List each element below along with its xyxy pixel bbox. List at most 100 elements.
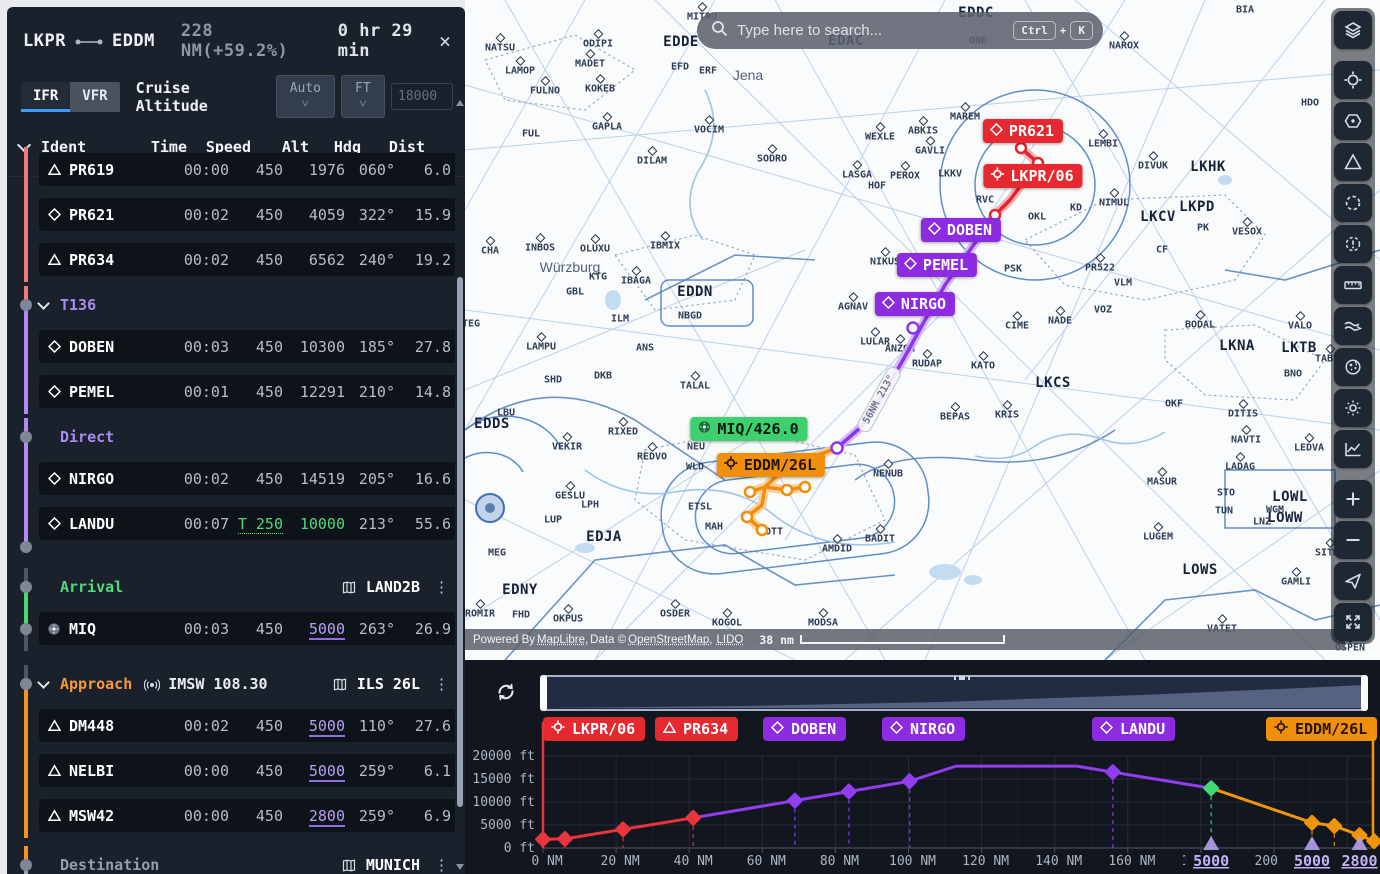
- waypoint-speed[interactable]: 450: [255, 382, 283, 401]
- section-arrival[interactable]: Arrival LAND2B ⋮: [39, 572, 453, 602]
- waypoint-alt[interactable]: 12291: [299, 382, 345, 401]
- zoom-out-tool-button[interactable]: [1334, 521, 1372, 559]
- waypoint-alt[interactable]: 10000: [299, 514, 345, 533]
- waypoint-row-PEMEL[interactable]: PEMEL 00:01 450 12291 210° 14.8 ⋮: [39, 375, 455, 408]
- maplibre-link[interactable]: MapLibre,: [537, 633, 589, 646]
- waypoint-alt[interactable]: 5000: [308, 761, 345, 782]
- sun-tool-button[interactable]: [1334, 389, 1372, 427]
- sidebar-scrollbar[interactable]: [456, 100, 464, 870]
- section-menu-button[interactable]: ⋮: [430, 675, 453, 693]
- cruise-altitude-input[interactable]: [391, 83, 453, 110]
- locate-tool-button[interactable]: [1334, 61, 1372, 99]
- waypoint-row-DOBEN[interactable]: DOBEN 00:03 450 10300 185° 27.8 ⋮: [39, 330, 455, 363]
- close-button[interactable]: ×: [438, 29, 451, 53]
- waypoint-speed[interactable]: 450: [255, 160, 283, 179]
- map-search-bar[interactable]: Type here to search... Ctrl + K: [697, 12, 1103, 49]
- map-route-badge-DOBEN[interactable]: DOBEN: [920, 218, 1002, 242]
- waypoint-row-NIRGO[interactable]: NIRGO 00:02 450 14519 205° 16.6 ⋮: [39, 462, 455, 495]
- profile-range-scrubber[interactable]: [540, 675, 1368, 711]
- waypoint-speed[interactable]: 450: [255, 806, 283, 825]
- profile-badge-EDDM-26L[interactable]: EDDM/26L: [1266, 717, 1378, 741]
- triangle-tool-button[interactable]: [1334, 143, 1372, 181]
- tab-vfr[interactable]: VFR: [70, 81, 120, 112]
- refresh-profile-button[interactable]: [493, 680, 519, 706]
- hexagon-tool-button[interactable]: [1334, 102, 1372, 140]
- map-route-badge-PR621[interactable]: PR621: [982, 119, 1064, 143]
- procedure-name[interactable]: ILS 26L: [356, 675, 420, 693]
- map-route-badge-PEMEL[interactable]: PEMEL: [896, 253, 978, 277]
- cruise-unit-select[interactable]: FT ˅: [340, 75, 385, 118]
- map-route-badge-EDDM-26L[interactable]: EDDM/26L: [716, 453, 826, 477]
- scrubber-handle-right[interactable]: [1361, 675, 1368, 711]
- section-t136[interactable]: T136: [37, 290, 453, 320]
- waypoint-speed[interactable]: 450: [255, 619, 283, 638]
- waypoint-speed[interactable]: 450: [255, 469, 283, 488]
- profile-badge-DOBEN[interactable]: DOBEN: [763, 717, 847, 741]
- waypoint-speed[interactable]: 450: [255, 716, 283, 735]
- procedure-name[interactable]: LAND2B: [365, 578, 420, 596]
- diamond-icon: [770, 720, 785, 738]
- procedure-name[interactable]: MUNICH: [365, 856, 420, 874]
- waypoint-row-PR634[interactable]: PR634 00:02 450 6562 240° 19.2 ⋮: [39, 243, 455, 276]
- search-placeholder[interactable]: Type here to search...: [737, 22, 883, 39]
- ruler-tool-button[interactable]: [1334, 266, 1372, 304]
- scroll-down-icon[interactable]: [456, 864, 464, 870]
- navigate-tool-button[interactable]: [1334, 562, 1372, 600]
- waypoint-speed[interactable]: 450: [255, 761, 283, 780]
- section-approach[interactable]: Approach IMSW 108.30 ILS 26L ⋮: [37, 669, 453, 699]
- scroll-up-icon[interactable]: [456, 100, 464, 106]
- waypoint-speed[interactable]: T 250: [237, 514, 283, 534]
- waypoint-speed[interactable]: 450: [255, 250, 283, 269]
- section-direct[interactable]: Direct: [39, 422, 453, 452]
- waypoint-row-DM448[interactable]: DM448 00:02 450 5000 110° 27.6 ⋮: [39, 709, 455, 742]
- map-canvas[interactable]: NATSU LAMOP FULNO ODIPI MADET KOKEB GAPLA FUL ED…: [465, 0, 1380, 660]
- waypoint-alt[interactable]: 14519: [299, 469, 345, 488]
- waypoint-alt[interactable]: 4059: [308, 205, 345, 224]
- lido-link[interactable]: LIDO: [716, 633, 744, 646]
- waypoint-alt[interactable]: 10300: [299, 337, 345, 356]
- waypoint-speed[interactable]: 450: [255, 205, 283, 224]
- globe-tool-button[interactable]: [1334, 348, 1372, 386]
- layers-tool-button[interactable]: [1334, 11, 1372, 49]
- waypoint-alt[interactable]: 2800: [308, 806, 345, 827]
- map-route-badge-MIQ-426-0[interactable]: MIQ/426.0: [690, 417, 808, 441]
- cruise-mode-select[interactable]: Auto ˅: [276, 75, 335, 118]
- tab-ifr[interactable]: IFR: [21, 81, 71, 112]
- dashed-circle-tool-button[interactable]: [1334, 184, 1372, 222]
- profile-badge-PR634[interactable]: PR634: [655, 717, 739, 741]
- flight-rules-controls: IFR VFR Cruise Altitude Auto ˅ FT ˅: [7, 67, 465, 128]
- waypoint-row-MSW42[interactable]: MSW42 00:00 450 2800 259° 6.9 ⋮: [39, 799, 455, 832]
- waypoint-row-PR619[interactable]: PR619 00:00 450 1976 060° 6.0 ⋮: [39, 153, 455, 186]
- chevron-down-icon[interactable]: [37, 676, 50, 689]
- waypoint-alt[interactable]: 6562: [308, 250, 345, 269]
- profile-badge-NIRGO[interactable]: NIRGO: [882, 717, 966, 741]
- scrollbar-thumb[interactable]: [457, 277, 463, 807]
- scrubber-handle-left[interactable]: [540, 675, 547, 711]
- waypoint-row-MIQ[interactable]: MIQ 00:03 450 5000 263° 26.9 ⋮: [39, 612, 455, 645]
- map-airport-label: LKTB: [1281, 340, 1317, 356]
- alert-circle-tool-button[interactable]: [1334, 225, 1372, 263]
- waypoint-row-PR621[interactable]: PR621 00:02 450 4059 322° 15.9 ⋮: [39, 198, 455, 231]
- fullscreen-tool-button[interactable]: [1334, 603, 1372, 641]
- profile-badge-LANDU[interactable]: LANDU: [1092, 717, 1176, 741]
- zoom-in-tool-button[interactable]: [1334, 480, 1372, 518]
- waypoint-row-NELBI[interactable]: NELBI 00:00 450 5000 259° 6.1 ⋮: [39, 754, 455, 787]
- waypoint-alt[interactable]: 1976: [308, 160, 345, 179]
- waypoint-alt[interactable]: 5000: [308, 716, 345, 737]
- profile-badge-LKPR-06[interactable]: LKPR/06: [543, 717, 646, 741]
- map-route-badge-LKPR-06[interactable]: LKPR/06: [983, 164, 1083, 188]
- map-route-badge-NIRGO[interactable]: NIRGO: [874, 292, 956, 316]
- wind-tool-button[interactable]: [1334, 307, 1372, 345]
- chart-tool-button[interactable]: [1334, 430, 1372, 468]
- waypoint-alt[interactable]: 5000: [308, 619, 345, 640]
- section-destination[interactable]: Destination MUNICH ⋮: [39, 850, 453, 874]
- map-waypoint-label: LADAG: [1225, 452, 1255, 473]
- waypoint-row-LANDU[interactable]: LANDU 00:07 T 250 10000 213° 55.6 ⋮: [39, 507, 455, 540]
- chevron-down-icon[interactable]: [37, 297, 50, 310]
- osm-link[interactable]: OpenStreetMap,: [628, 633, 713, 646]
- scrubber-grip[interactable]: [954, 676, 970, 680]
- waypoint-speed[interactable]: 450: [255, 337, 283, 356]
- map-waypoint-label: KD: [1069, 202, 1083, 214]
- section-menu-button[interactable]: ⋮: [430, 578, 453, 596]
- section-menu-button[interactable]: ⋮: [430, 856, 453, 874]
